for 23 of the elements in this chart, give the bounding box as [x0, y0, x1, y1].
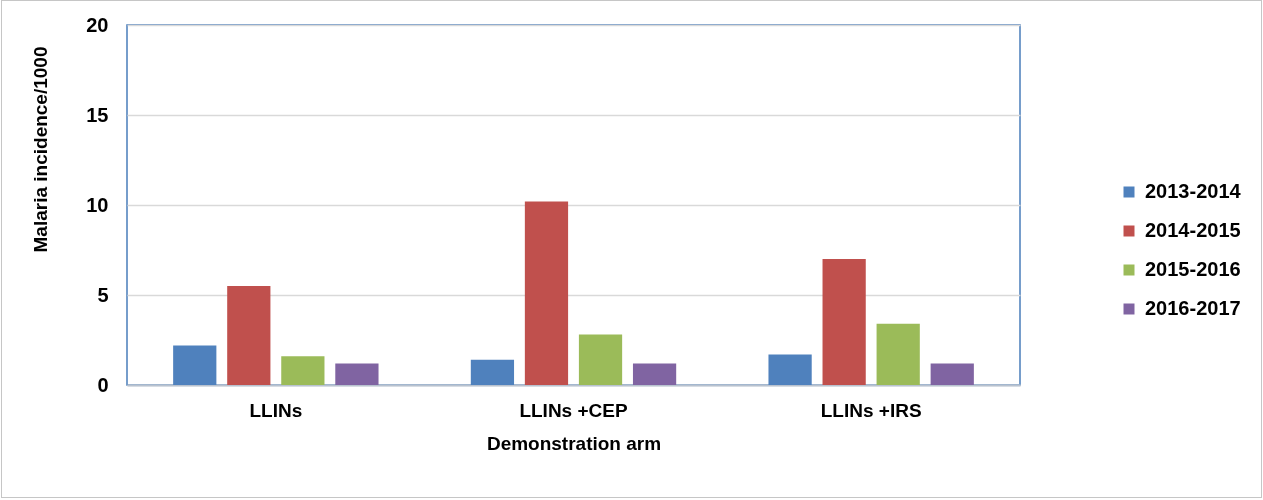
bar [524, 201, 569, 385]
y-axis-title: Malaria incidence/1000 [29, 46, 51, 253]
bar [578, 334, 623, 385]
bar [876, 323, 920, 385]
bar [281, 356, 325, 385]
bar [930, 363, 974, 385]
legend-label: 2016-2017 [1145, 297, 1241, 319]
x-tick-label: LLINs [249, 399, 303, 421]
x-tick-label: LLINs +IRS [820, 399, 922, 421]
legend-label: 2014-2015 [1145, 219, 1241, 241]
legend-label: 2015-2016 [1145, 258, 1241, 280]
y-tick-label: 15 [86, 103, 109, 126]
legend-label: 2013-2014 [1145, 180, 1242, 202]
bar [227, 286, 271, 385]
y-tick-label: 10 [86, 193, 109, 216]
y-tick-label: 5 [97, 283, 109, 306]
bar [822, 259, 866, 385]
x-axis-title: Demonstration arm [486, 432, 662, 454]
x-tick-label: LLINs +CEP [519, 399, 628, 421]
bar [335, 363, 379, 385]
y-tick-label: 0 [97, 373, 109, 396]
y-tick-label: 20 [86, 13, 109, 36]
bar [632, 363, 677, 385]
